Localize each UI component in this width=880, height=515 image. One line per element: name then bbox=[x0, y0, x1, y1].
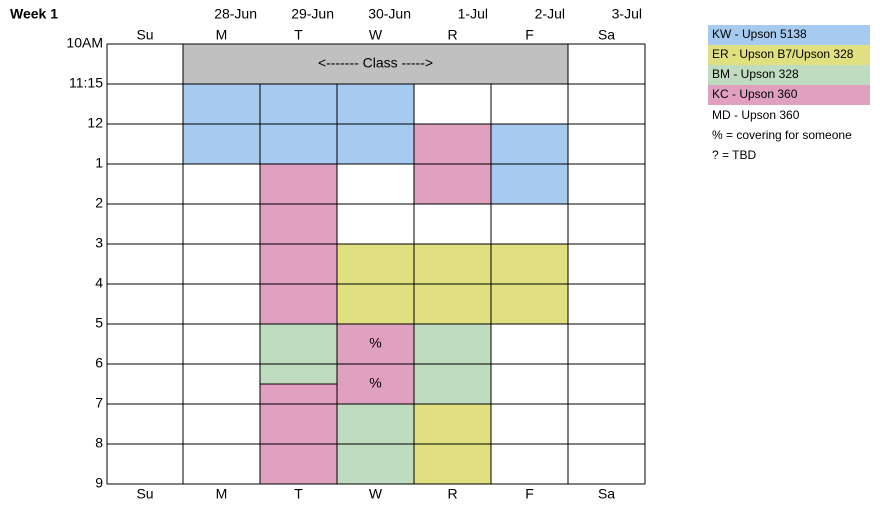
time-label: 1 bbox=[95, 155, 103, 171]
day-label-bottom: M bbox=[216, 486, 228, 502]
legend-swatch bbox=[708, 45, 870, 65]
day-label-bottom: Sa bbox=[598, 486, 615, 502]
day-label-bottom: F bbox=[525, 486, 534, 502]
cell-note: % bbox=[369, 335, 381, 351]
day-label-top: R bbox=[447, 27, 457, 43]
time-label: 11:15 bbox=[69, 75, 103, 91]
cell-note: % bbox=[369, 375, 381, 391]
day-label-top: F bbox=[525, 27, 534, 43]
booking-cell bbox=[260, 324, 337, 384]
time-label: 7 bbox=[95, 395, 103, 411]
class-block bbox=[183, 44, 568, 84]
time-label: 8 bbox=[95, 435, 103, 451]
time-label: 12 bbox=[87, 115, 103, 131]
booking-cell bbox=[260, 384, 337, 484]
day-label-top: Su bbox=[136, 27, 153, 43]
date-label: 3-Jul bbox=[612, 6, 642, 22]
time-label: 6 bbox=[95, 355, 103, 371]
legend-swatch bbox=[708, 85, 870, 105]
date-label: 2-Jul bbox=[535, 6, 565, 22]
legend-swatch bbox=[708, 65, 870, 85]
date-label: 29-Jun bbox=[291, 6, 334, 22]
day-label-bottom: R bbox=[447, 486, 457, 502]
day-label-bottom: W bbox=[369, 486, 383, 502]
class-label: <------- Class -----> bbox=[318, 55, 433, 71]
legend-label: KC - Upson 360 bbox=[712, 87, 798, 101]
legend-note: MD - Upson 360 bbox=[712, 108, 800, 122]
date-label: 1-Jul bbox=[458, 6, 488, 22]
legend-note: % = covering for someone bbox=[712, 128, 852, 142]
time-label: 4 bbox=[95, 275, 103, 291]
legend-label: BM - Upson 328 bbox=[712, 67, 799, 81]
legend-label: KW - Upson 5138 bbox=[712, 27, 807, 41]
day-label-top: Sa bbox=[598, 27, 615, 43]
time-label: 10AM bbox=[66, 35, 103, 51]
day-label-bottom: Su bbox=[136, 486, 153, 502]
time-label: 2 bbox=[95, 195, 103, 211]
day-label-bottom: T bbox=[294, 486, 303, 502]
legend-swatch bbox=[708, 25, 870, 45]
day-label-top: M bbox=[216, 27, 228, 43]
date-label: 28-Jun bbox=[214, 6, 257, 22]
date-label: 30-Jun bbox=[368, 6, 411, 22]
day-label-top: W bbox=[369, 27, 383, 43]
legend-note: ? = TBD bbox=[712, 148, 756, 162]
time-label: 5 bbox=[95, 315, 103, 331]
day-label-top: T bbox=[294, 27, 303, 43]
legend-label: ER - Upson B7/Upson 328 bbox=[712, 47, 854, 61]
time-label: 9 bbox=[95, 475, 103, 491]
time-label: 3 bbox=[95, 235, 103, 251]
week-title: Week 1 bbox=[10, 6, 58, 22]
